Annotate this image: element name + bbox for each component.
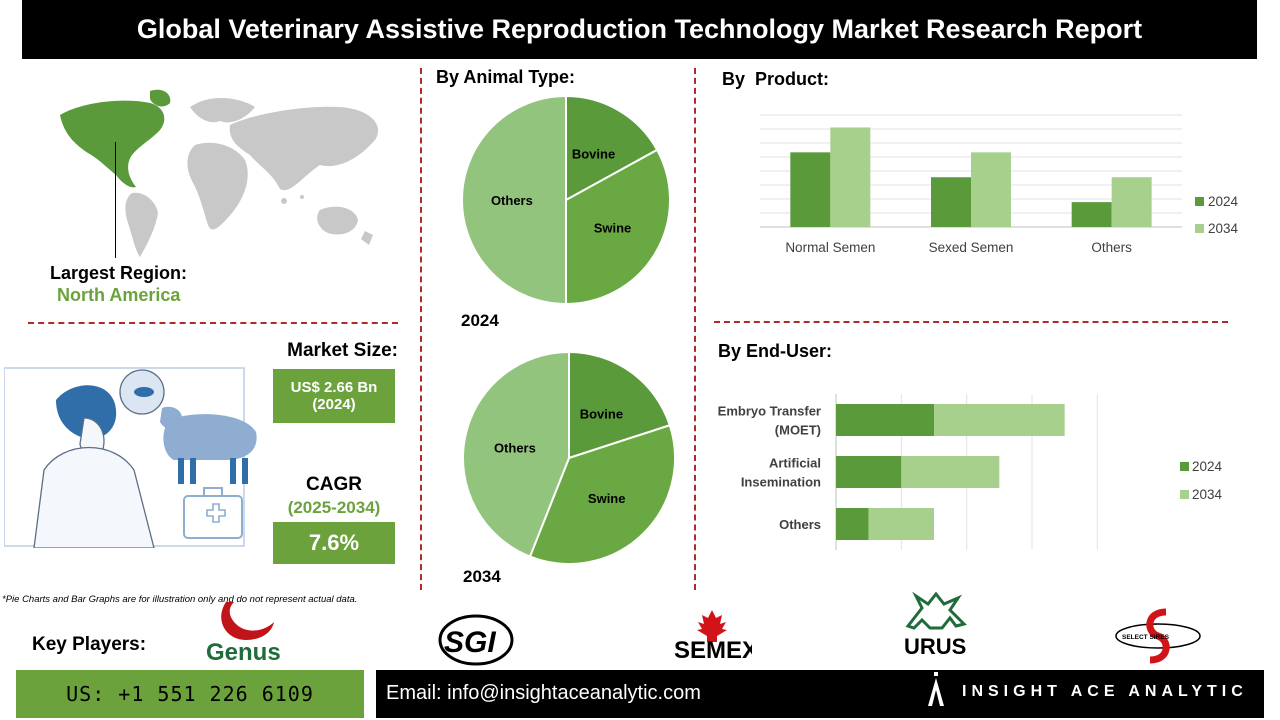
cagr-value: 7.6% bbox=[273, 522, 395, 564]
divider-right bbox=[694, 68, 696, 590]
svg-text:URUS: URUS bbox=[904, 634, 966, 658]
pie-label-bovine: Bovine bbox=[572, 147, 615, 162]
end-user-title: By End-User: bbox=[718, 341, 833, 361]
pie-2034-year: 2034 bbox=[463, 567, 501, 584]
brand-name: INSIGHT ACE ANALYTIC bbox=[962, 683, 1248, 700]
market-size-box: US$ 2.66 Bn (2024) bbox=[273, 369, 395, 423]
category-label: Sexed Semen bbox=[929, 240, 1014, 255]
bar-artificial-insemination-2034 bbox=[901, 456, 1000, 488]
legend-swatch-2024 bbox=[1195, 197, 1204, 206]
pie-chart-2034: Bovine Swine Others bbox=[461, 350, 676, 565]
divider-left bbox=[420, 68, 422, 590]
product-bar-chart: Normal Semen Sexed Semen Others 2024 2034 bbox=[760, 114, 1239, 255]
divider-right-h bbox=[714, 321, 1228, 323]
pie-slice-others bbox=[461, 94, 567, 306]
legend-label-2034: 2034 bbox=[1208, 221, 1239, 236]
product-title: By Product: bbox=[722, 69, 830, 89]
legend-label-2024: 2024 bbox=[1192, 459, 1223, 474]
pie-slice-others bbox=[461, 350, 570, 558]
legend-swatch-2024 bbox=[1180, 462, 1189, 471]
market-size-year: (2024) bbox=[312, 396, 356, 413]
cagr-period: (2025-2034) bbox=[287, 498, 381, 517]
select-sires-logo: SELECT SIRES bbox=[1115, 608, 1201, 664]
pie-label-swine: Swine bbox=[594, 221, 632, 236]
end-user-bar-chart: Embryo Transfer (MOET) Artificial Inseminat… bbox=[718, 394, 1223, 550]
cagr-label: CAGR bbox=[306, 474, 362, 495]
svg-text:SELECT SIRES: SELECT SIRES bbox=[1122, 634, 1170, 641]
sgi-logo: SGI bbox=[438, 614, 514, 666]
bar-embryo-transfer-moet--2024 bbox=[836, 404, 934, 436]
pie-2024-year: 2024 bbox=[461, 311, 499, 330]
animal-type-pies: Bovine Swine Others Bovine Swine Others 2024… bbox=[461, 94, 676, 584]
footer-bar bbox=[376, 670, 1264, 718]
pie-slice-swine bbox=[528, 423, 676, 565]
insight-ace-logo-icon bbox=[928, 672, 944, 706]
legend-swatch-2034 bbox=[1195, 224, 1204, 233]
svg-text:Genus: Genus bbox=[206, 639, 281, 664]
veterinarian-illustration bbox=[4, 367, 257, 548]
key-players-label: Key Players: bbox=[32, 634, 147, 655]
pie-chart-2024: Bovine Swine Others bbox=[461, 94, 671, 306]
market-size-label: Market Size: bbox=[287, 340, 398, 361]
pie-label-bovine: Bovine bbox=[580, 406, 623, 421]
largest-region-value: North America bbox=[57, 285, 181, 305]
bar-embryo-transfer-moet--2034 bbox=[934, 404, 1065, 436]
pie-label-others: Others bbox=[494, 441, 536, 456]
category-label: Artificial Insemination bbox=[741, 456, 821, 490]
bar-others-2024 bbox=[1071, 202, 1112, 227]
legend-label-2034: 2034 bbox=[1192, 487, 1223, 502]
category-label: Others bbox=[1091, 240, 1132, 255]
bar-others-2034 bbox=[1111, 177, 1152, 227]
largest-region-label: Largest Region: bbox=[50, 263, 188, 283]
pie-label-others: Others bbox=[491, 193, 533, 208]
page-title: Global Veterinary Assistive Reproduction… bbox=[22, 0, 1257, 59]
bar-others-2024 bbox=[836, 508, 869, 540]
bar-others-2034 bbox=[868, 508, 934, 540]
pie-slice-bovine bbox=[568, 350, 672, 460]
legend-swatch-2034 bbox=[1180, 490, 1189, 499]
phone-number[interactable]: US: +1 551 226 6109 bbox=[16, 670, 364, 718]
footnote: *Pie Charts and Bar Graphs are for illus… bbox=[2, 594, 358, 605]
svg-text:SGI: SGI bbox=[444, 626, 496, 659]
world-map bbox=[60, 89, 379, 257]
market-size-value: US$ 2.66 Bn bbox=[290, 379, 378, 396]
category-label: Embryo Transfer (MOET) bbox=[718, 404, 821, 438]
bar-artificial-insemination-2024 bbox=[836, 456, 902, 488]
divider-left-h bbox=[28, 322, 398, 324]
semex-logo: SEMEX bbox=[674, 610, 752, 662]
svg-text:SEMEX: SEMEX bbox=[674, 637, 752, 662]
pie-slice-bovine bbox=[565, 94, 659, 202]
category-label: Others bbox=[779, 517, 821, 532]
legend-label-2024: 2024 bbox=[1208, 194, 1239, 209]
urus-logo: URUS bbox=[904, 591, 967, 658]
animal-type-title: By Animal Type: bbox=[436, 67, 576, 87]
bar-sexed-semen-2034 bbox=[971, 152, 1011, 227]
pie-slice-swine bbox=[565, 148, 671, 306]
bar-normal-semen-2024 bbox=[790, 152, 831, 227]
bar-sexed-semen-2024 bbox=[931, 177, 971, 227]
genus-logo: Genus bbox=[206, 602, 281, 664]
email-link[interactable]: Email: info@insightaceanalytic.com bbox=[386, 682, 701, 704]
bar-normal-semen-2034 bbox=[830, 127, 871, 227]
category-label: Normal Semen bbox=[785, 240, 875, 255]
region-pointer-line bbox=[115, 142, 116, 258]
pie-label-swine: Swine bbox=[588, 491, 626, 506]
